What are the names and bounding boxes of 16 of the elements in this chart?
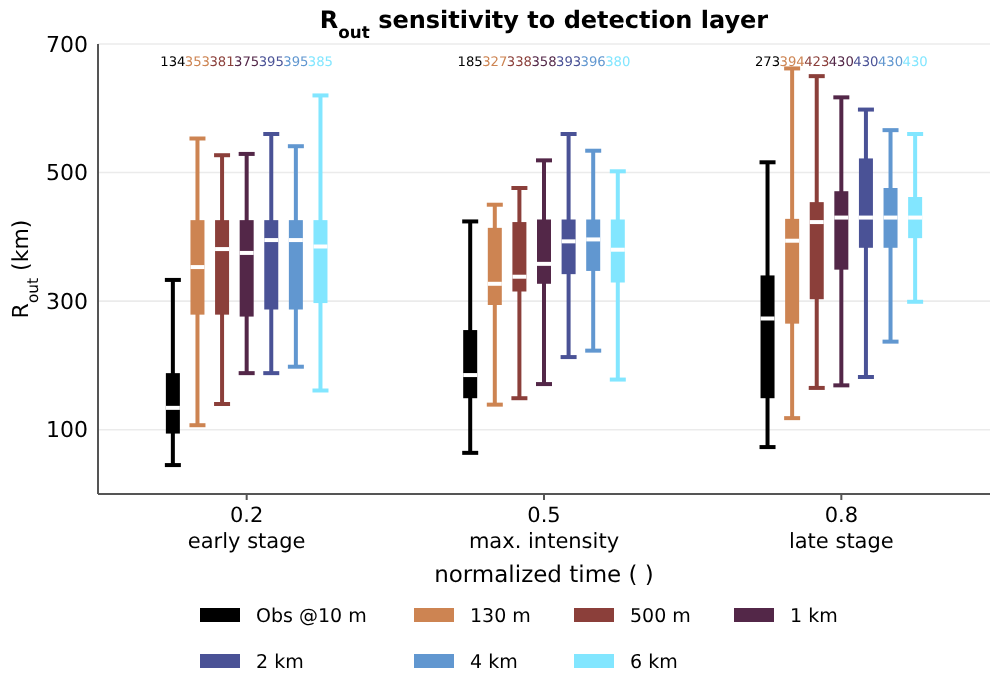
legend-label: 4 km — [470, 652, 518, 674]
y-tick-label: 300 — [46, 288, 88, 315]
y-tick-label: 100 — [46, 417, 88, 444]
y-tick-label: 700 — [46, 31, 88, 58]
chart-title: R$_{out}$ sensitivity to detection layer — [319, 6, 769, 42]
x-tick-label: 0.8 late stage — [788, 504, 894, 554]
legend-label: 130 m — [470, 606, 531, 628]
legend-label: Obs @10 m — [256, 606, 367, 628]
x-tick-label: 0.2 early stage — [187, 504, 306, 554]
legend-label: 6 km — [630, 652, 678, 674]
legend-label: 1 km — [790, 606, 838, 628]
x-axis-title: normalized time ( ) — [434, 560, 654, 588]
y-tick-label: 500 — [46, 160, 88, 187]
legend-label: 2 km — [256, 652, 304, 674]
legend-label: 500 m — [630, 606, 691, 628]
x-tick-label: 0.5 max. intensity — [468, 504, 620, 554]
